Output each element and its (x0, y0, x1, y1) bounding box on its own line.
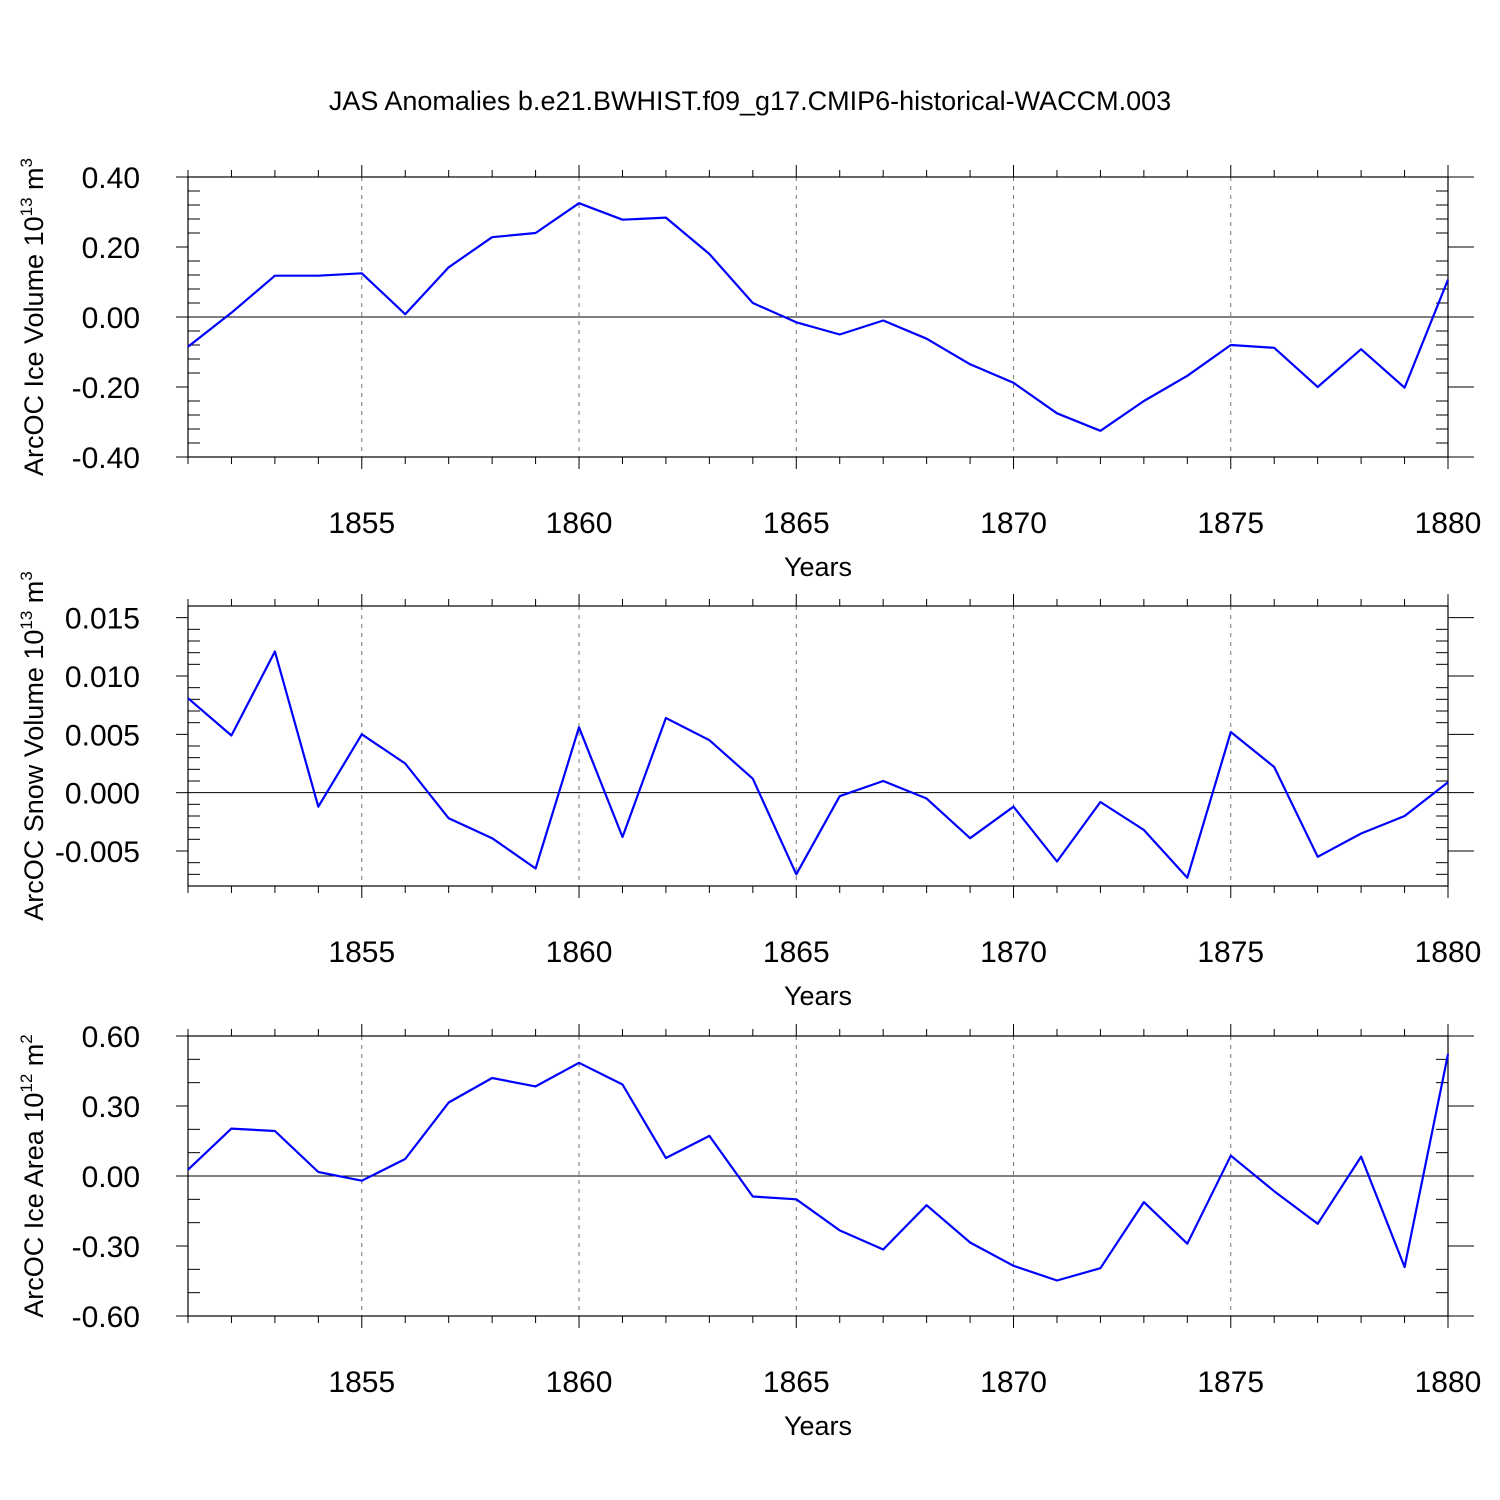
ice-area-x-tick-label: 1855 (328, 1366, 395, 1399)
ice-volume-y-axis-title: ArcOC Ice Volume 1013 m3 (17, 158, 49, 476)
snow-volume-x-tick-label: 1870 (980, 936, 1047, 969)
ice-area-x-tick-label: 1865 (763, 1366, 830, 1399)
ice-volume-y-tick-label: 0.00 (82, 302, 140, 335)
ice-area-x-tick-label: 1880 (1415, 1366, 1482, 1399)
snow-volume-x-tick-label: 1860 (546, 936, 613, 969)
snow-volume-panel: 1855 1860 1865 1870 1875 1880 -0.005 0.000 0.005… (17, 571, 1481, 1011)
ice-volume-x-tick-label: 1855 (328, 507, 395, 540)
ice-volume-y-tick-label: 0.40 (82, 162, 140, 195)
ice-volume-y-tick-label: 0.20 (82, 232, 140, 265)
ice-area-y-tick-label: 0.60 (82, 1021, 140, 1054)
ice-volume-x-tick-label: 1880 (1415, 507, 1482, 540)
ice-volume-y-tick-label: -0.40 (72, 442, 140, 475)
ice-area-y-tick-label: 0.00 (82, 1161, 140, 1194)
ice-area-x-tick-label: 1870 (980, 1366, 1047, 1399)
ice-volume-series-line (187, 202, 1450, 432)
snow-volume-x-tick-label: 1855 (328, 936, 395, 969)
ice-volume-x-axis-title: Years (784, 552, 852, 582)
ice-area-panel: 1855 1860 1865 1870 1875 1880 -0.60 -0.30 0.00 0.… (17, 1021, 1481, 1441)
ice-area-x-tick-label: 1875 (1197, 1366, 1264, 1399)
snow-volume-x-axis-title: Years (784, 981, 852, 1011)
ice-area-y-tick-label: 0.30 (82, 1091, 140, 1124)
snow-volume-y-tick-label: 0.000 (65, 778, 140, 811)
ice-volume-x-tick-label: 1860 (546, 507, 613, 540)
ice-volume-x-tick-label: 1875 (1197, 507, 1264, 540)
ice-volume-y-tick-label: -0.20 (72, 372, 140, 405)
ice-area-y-tick-label: -0.30 (72, 1231, 140, 1264)
ice-area-y-tick-label: -0.60 (72, 1301, 140, 1334)
snow-volume-x-tick-label: 1880 (1415, 936, 1482, 969)
ice-area-x-tick-label: 1860 (546, 1366, 613, 1399)
snow-volume-series-line (187, 650, 1449, 879)
snow-volume-y-tick-label: 0.005 (65, 719, 140, 752)
snow-volume-plot-frame (187, 605, 1449, 887)
ice-area-x-axis-title: Years (784, 1411, 852, 1441)
ice-area-y-axis-title: ArcOC Ice Area 1012 m2 (17, 1034, 49, 1318)
snow-volume-y-tick-label: -0.005 (55, 836, 140, 869)
ice-area-series-line (187, 1053, 1450, 1282)
snow-volume-y-tick-label: 0.015 (65, 603, 140, 636)
snow-volume-x-tick-label: 1865 (763, 936, 830, 969)
ice-volume-x-tick-label: 1870 (980, 507, 1047, 540)
snow-volume-y-tick-label: 0.010 (65, 661, 140, 694)
figure-title: JAS Anomalies b.e21.BWHIST.f09_g17.CMIP6… (329, 86, 1171, 116)
snow-volume-x-tick-label: 1875 (1197, 936, 1264, 969)
ice-volume-x-tick-label: 1865 (763, 507, 830, 540)
snow-volume-y-axis-title: ArcOC Snow Volume 1013 m3 (17, 571, 49, 921)
ice-volume-panel: 1855 1860 1865 1870 1875 1880 -0.40 -0.20 0.00 0.… (17, 158, 1481, 582)
